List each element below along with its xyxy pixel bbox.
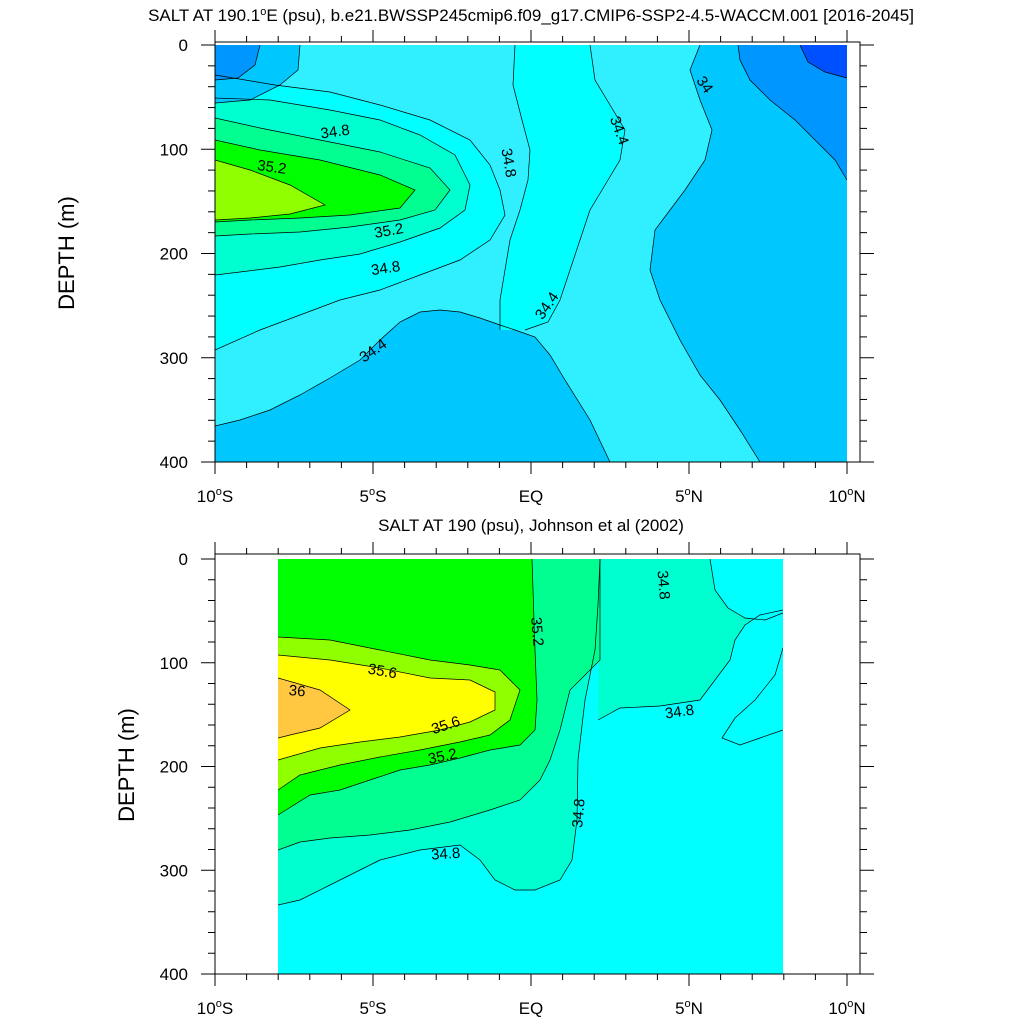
region-33-8 <box>800 45 847 78</box>
contour-label: 36 <box>288 682 306 700</box>
plot-frame <box>214 41 861 463</box>
panel-title: SALT AT 190 (psu), Johnson et al (2002) <box>378 516 684 535</box>
x-tick-label: 5oN <box>675 998 703 1018</box>
contour-label: 34.8 <box>431 845 461 864</box>
x-tick-label: 10oN <box>828 998 865 1018</box>
region-34-0-west <box>215 45 260 80</box>
y-tick-label: 0 <box>179 550 188 569</box>
model-salinity-panel: SALT AT 190.1oE (psu), b.e21.BWSSP245cmi… <box>54 6 914 506</box>
contour-label: 35.2 <box>427 745 459 768</box>
contour-label: 34.8 <box>370 258 401 279</box>
contour-label: 34.8 <box>320 122 351 143</box>
region-34-6-ne <box>710 559 783 620</box>
observed-salinity-panel: SALT AT 190 (psu), Johnson et al (2002) <box>114 516 874 1018</box>
x-tick-label: 5oN <box>675 486 703 506</box>
panel-title: SALT AT 190.1oE (psu), b.e21.BWSSP245cmi… <box>148 6 914 25</box>
plot-frame <box>214 553 861 975</box>
x-tick-label: EQ <box>519 999 544 1018</box>
contour-label: 35.2 <box>373 220 405 242</box>
y-axis-label: DEPTH (m) <box>54 196 79 310</box>
y-tick-label: 0 <box>179 36 188 55</box>
y-tick-label: 100 <box>160 140 188 159</box>
contour-label: 34.8 <box>497 147 519 179</box>
contour-label: 34.8 <box>569 798 588 829</box>
region-34-6-north <box>500 45 625 330</box>
axes: 0 100 200 300 400 10oS 5oS EQ 5oN 10oN <box>160 542 874 1018</box>
contour-label: 34 <box>693 73 716 96</box>
region-35-8 <box>278 678 350 738</box>
x-tick-label: 5oS <box>360 998 387 1018</box>
y-tick-label: 200 <box>160 758 188 777</box>
x-tick-label: 10oN <box>828 486 865 506</box>
contour-label: 34.8 <box>653 570 672 601</box>
contour-label: 35.2 <box>256 157 287 178</box>
y-tick-label: 400 <box>160 453 188 472</box>
y-tick-label: 300 <box>160 349 188 368</box>
y-axis-label: DEPTH (m) <box>114 708 139 822</box>
region-35-4 <box>215 160 325 220</box>
region-34-6-east <box>722 648 783 745</box>
x-tick-label: 10oS <box>197 998 233 1018</box>
axes: 0 100 200 300 400 10oS 5oS EQ 5oN 10oN <box>160 30 874 506</box>
x-tick-label: 10oS <box>197 486 233 506</box>
contour-label: 35.6 <box>367 661 399 683</box>
region-34-0-east <box>738 45 847 180</box>
region-35-6 <box>278 655 495 760</box>
y-tick-label: 200 <box>160 245 188 264</box>
y-tick-label: 100 <box>160 654 188 673</box>
contour-label: 34.8 <box>664 702 695 723</box>
y-tick-label: 300 <box>160 861 188 880</box>
x-tick-label: EQ <box>519 487 544 506</box>
x-tick-label: 5oS <box>360 486 387 506</box>
region-34-2-east <box>650 45 847 462</box>
region-34-2 <box>215 310 610 462</box>
contour-label: 35.2 <box>527 616 546 647</box>
y-tick-label: 400 <box>160 965 188 984</box>
